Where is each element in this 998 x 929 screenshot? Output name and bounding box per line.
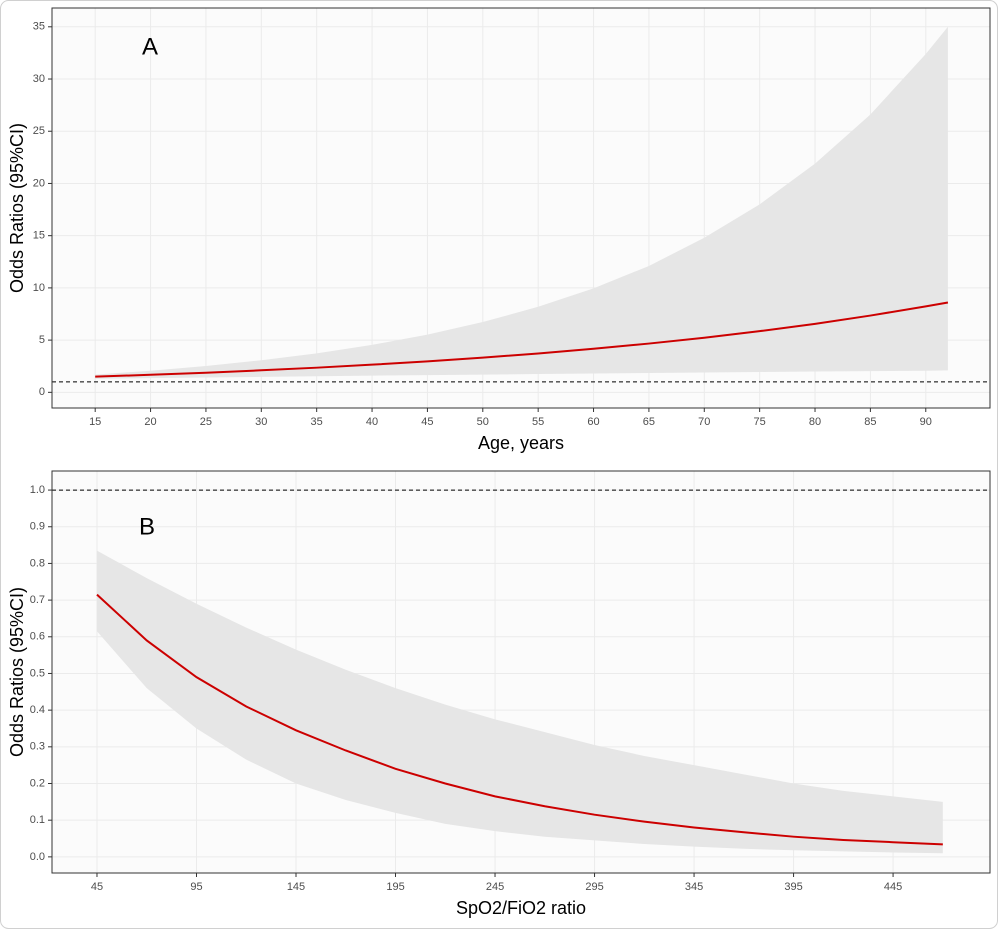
x-tick-label: 25 [200, 416, 212, 428]
y-tick-label: 0.9 [30, 521, 45, 533]
x-tick-label: 45 [421, 416, 433, 428]
x-tick-label: 35 [311, 416, 323, 428]
y-tick-label: 0.0 [30, 851, 45, 863]
y-tick-label: 0.6 [30, 631, 45, 643]
x-tick-label: 45 [91, 881, 103, 893]
x-tick-label: 30 [255, 416, 267, 428]
y-tick-label: 0 [39, 386, 45, 398]
x-tick-label: 20 [144, 416, 156, 428]
x-tick-label: 80 [809, 416, 821, 428]
x-tick-label: 245 [486, 881, 504, 893]
x-tick-label: 50 [477, 416, 489, 428]
y-axis-title: Odds Ratios (95%CI) [7, 587, 27, 757]
x-tick-label: 195 [386, 881, 404, 893]
y-tick-label: 0.4 [30, 704, 45, 716]
x-tick-label: 65 [643, 416, 655, 428]
x-tick-label: 85 [864, 416, 876, 428]
y-tick-label: 20 [33, 177, 45, 189]
x-tick-label: 445 [884, 881, 902, 893]
y-tick-label: 35 [33, 21, 45, 33]
x-tick-label: 55 [532, 416, 544, 428]
x-tick-label: 90 [920, 416, 932, 428]
panel-label: B [139, 513, 155, 540]
y-tick-label: 0.2 [30, 777, 45, 789]
y-tick-label: 0.8 [30, 557, 45, 569]
confidence-band [96, 550, 943, 854]
y-tick-label: 0.5 [30, 667, 45, 679]
x-tick-label: 345 [685, 881, 703, 893]
x-axis-title: SpO2/FiO2 ratio [456, 898, 586, 918]
panel-label: A [142, 33, 158, 60]
x-tick-label: 75 [754, 416, 766, 428]
y-tick-label: 15 [33, 230, 45, 242]
y-tick-label: 10 [33, 282, 45, 294]
x-tick-label: 40 [366, 416, 378, 428]
x-tick-label: 295 [585, 881, 603, 893]
y-tick-label: 0.1 [30, 814, 45, 826]
confidence-band [95, 26, 948, 379]
x-tick-label: 70 [698, 416, 710, 428]
x-tick-label: 95 [190, 881, 202, 893]
y-axis-title: Odds Ratios (95%CI) [7, 123, 27, 293]
y-tick-label: 0.7 [30, 594, 45, 606]
line [96, 593, 943, 846]
plot-border [51, 470, 991, 874]
x-tick-label: 15 [89, 416, 101, 428]
y-tick-label: 25 [33, 125, 45, 137]
x-tick-label: 60 [587, 416, 599, 428]
x-tick-label: 145 [287, 881, 305, 893]
y-tick-label: 1.0 [30, 484, 45, 496]
y-tick-label: 0.3 [30, 741, 45, 753]
x-tick-label: 395 [784, 881, 802, 893]
y-tick-label: 5 [39, 334, 45, 346]
x-axis-title: Age, years [478, 433, 564, 453]
y-tick-label: 30 [33, 73, 45, 85]
line [95, 301, 949, 378]
plot-border [51, 7, 991, 409]
